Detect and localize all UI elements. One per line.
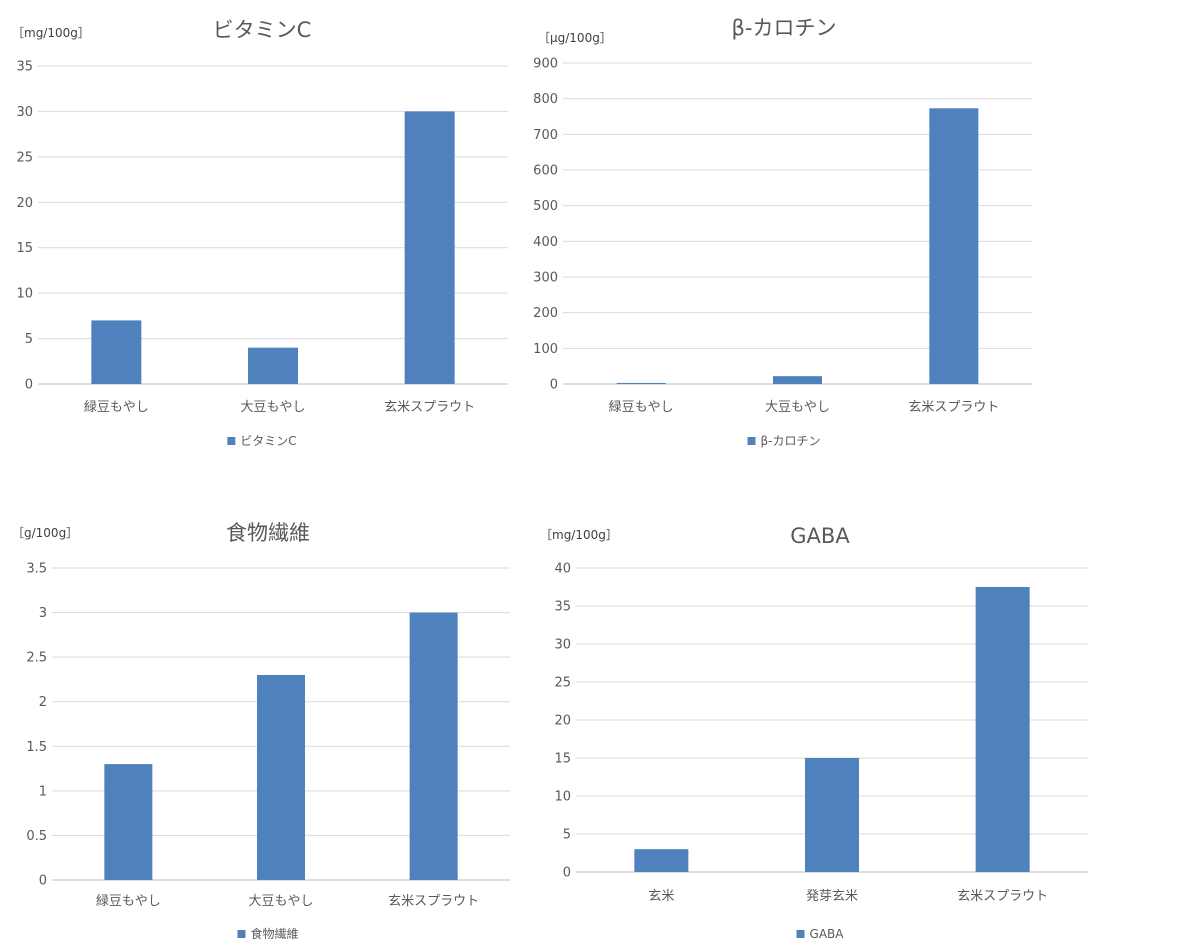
chart-beta-carotene-ytick-5: 500 (533, 199, 558, 214)
chart-gaba-ytick-5: 25 (554, 676, 571, 691)
chart-gaba-unit-label: ［mg/100g］ (540, 528, 618, 542)
chart-vitamin-c-bar-0 (91, 320, 142, 384)
chart-dietary-fiber-category-label-0: 緑豆もやし (96, 894, 161, 909)
chart-vitamin-c-ytick-6: 30 (16, 105, 33, 120)
chart-beta-carotene-ytick-6: 600 (533, 164, 558, 179)
chart-dietary-fiber-ytick-5: 2.5 (26, 651, 47, 666)
chart-dietary-fiber-legend-label: 食物繊維 (250, 926, 298, 941)
chart-beta-carotene-ytick-7: 700 (533, 128, 558, 143)
chart-gaba-legend-label: GABA (810, 927, 845, 941)
chart-dietary-fiber-bar-2 (409, 612, 458, 880)
chart-beta-carotene-bar-2 (929, 108, 979, 385)
chart-vitamin-c-category-label-0: 緑豆もやし (84, 400, 149, 415)
chart-gaba-ytick-1: 5 (563, 828, 571, 843)
chart-vitamin-c-ytick-1: 5 (25, 332, 33, 347)
chart-beta-carotene-ytick-9: 900 (533, 57, 558, 72)
chart-dietary-fiber-unit-label: ［g/100g］ (12, 526, 78, 540)
chart-dietary-fiber-category-label-2: 玄米スプラウト (388, 894, 479, 909)
chart-dietary-fiber-ytick-7: 3.5 (26, 562, 47, 577)
chart-dietary-fiber-ytick-3: 1.5 (26, 740, 47, 755)
chart-vitamin-c-category-label-2: 玄米スプラウト (384, 400, 475, 415)
chart-vitamin-c-legend-swatch (227, 437, 236, 445)
chart-vitamin-c-ytick-3: 15 (16, 241, 33, 256)
chart-gaba-bar-2 (975, 587, 1030, 872)
chart-dietary-fiber-ytick-0: 0 (39, 874, 47, 889)
chart-beta-carotene-ytick-2: 200 (533, 306, 558, 321)
chart-gaba-ytick-8: 40 (554, 562, 571, 577)
chart-beta-carotene-title: β-カロチン (732, 16, 837, 40)
chart-gaba: ［mg/100g］ GABA 0 5 10 15 20 25 30 35 40 玄米 発芽玄米 玄米ス… (540, 524, 1088, 941)
chart-dietary-fiber-ytick-4: 2 (39, 695, 47, 710)
chart-dietary-fiber-bar-1 (257, 674, 305, 880)
chart-vitamin-c-bar-2 (404, 111, 455, 384)
chart-dietary-fiber-ytick-1: 0.5 (26, 829, 47, 844)
chart-gaba-category-label-2: 玄米スプラウト (957, 889, 1048, 904)
chart-vitamin-c-ytick-0: 0 (25, 378, 33, 393)
chart-beta-carotene-ytick-8: 800 (533, 92, 558, 107)
chart-beta-carotene-bar-0 (616, 382, 666, 384)
chart-gaba-bar-1 (805, 758, 859, 872)
chart-gaba-ytick-6: 30 (554, 638, 571, 653)
chart-gaba-ytick-3: 15 (554, 752, 571, 767)
chart-dietary-fiber-legend-swatch (237, 930, 246, 938)
chart-dietary-fiber-bar-0 (104, 764, 153, 880)
chart-dietary-fiber-ytick-6: 3 (39, 606, 47, 621)
chart-beta-carotene: ［μg/100g］ β-カロチン 0 100 200 300 400 500 600 700 8… (533, 16, 1032, 448)
chart-beta-carotene-legend-swatch (747, 437, 756, 445)
chart-beta-carotene-ytick-0: 0 (550, 378, 558, 393)
chart-vitamin-c-ytick-2: 10 (16, 287, 33, 302)
chart-dietary-fiber-ytick-2: 1 (39, 784, 47, 799)
chart-gaba-ytick-4: 20 (554, 714, 571, 729)
chart-beta-carotene-legend-label: β-カロチン (761, 434, 821, 448)
chart-gaba-ytick-0: 0 (563, 866, 571, 881)
chart-vitamin-c-title: ビタミンC (213, 18, 312, 42)
chart-vitamin-c-ytick-7: 35 (16, 60, 33, 75)
chart-beta-carotene-category-label-1: 大豆もやし (765, 400, 830, 415)
chart-vitamin-c-ytick-5: 25 (16, 150, 33, 165)
chart-vitamin-c-unit-label: ［mg/100g］ (12, 26, 90, 40)
chart-dietary-fiber-category-label-1: 大豆もやし (248, 894, 313, 909)
chart-vitamin-c-bar-1 (248, 347, 298, 384)
chart-beta-carotene-ytick-1: 100 (533, 342, 558, 357)
chart-vitamin-c-legend-label: ビタミンC (240, 434, 296, 448)
chart-gaba-ytick-7: 35 (554, 600, 571, 615)
chart-gaba-legend-swatch (796, 930, 805, 938)
chart-vitamin-c: ［mg/100g］ ビタミンC 0 5 10 15 20 25 30 35 緑豆もやし 大豆もやし… (12, 18, 508, 448)
chart-beta-carotene-unit-label: ［μg/100g］ (538, 31, 612, 45)
chart-beta-carotene-ytick-4: 400 (533, 235, 558, 250)
chart-gaba-ytick-2: 10 (554, 790, 571, 805)
chart-beta-carotene-category-label-0: 緑豆もやし (609, 400, 674, 415)
chart-vitamin-c-category-label-1: 大豆もやし (240, 400, 305, 415)
chart-gaba-title: GABA (790, 524, 850, 548)
chart-vitamin-c-ytick-4: 20 (16, 196, 33, 211)
chart-beta-carotene-bar-1 (773, 376, 822, 384)
chart-beta-carotene-category-label-2: 玄米スプラウト (908, 400, 999, 415)
chart-dietary-fiber: ［g/100g］ 食物繊維 0 0.5 1 1.5 2 2.5 3 3.5 緑豆もやし 大豆もやし… (12, 521, 510, 941)
chart-dietary-fiber-title: 食物繊維 (226, 521, 310, 545)
chart-gaba-category-label-0: 玄米 (648, 889, 674, 904)
chart-gaba-category-label-1: 発芽玄米 (806, 889, 858, 904)
chart-beta-carotene-ytick-3: 300 (533, 271, 558, 286)
chart-gaba-bar-0 (634, 849, 689, 872)
